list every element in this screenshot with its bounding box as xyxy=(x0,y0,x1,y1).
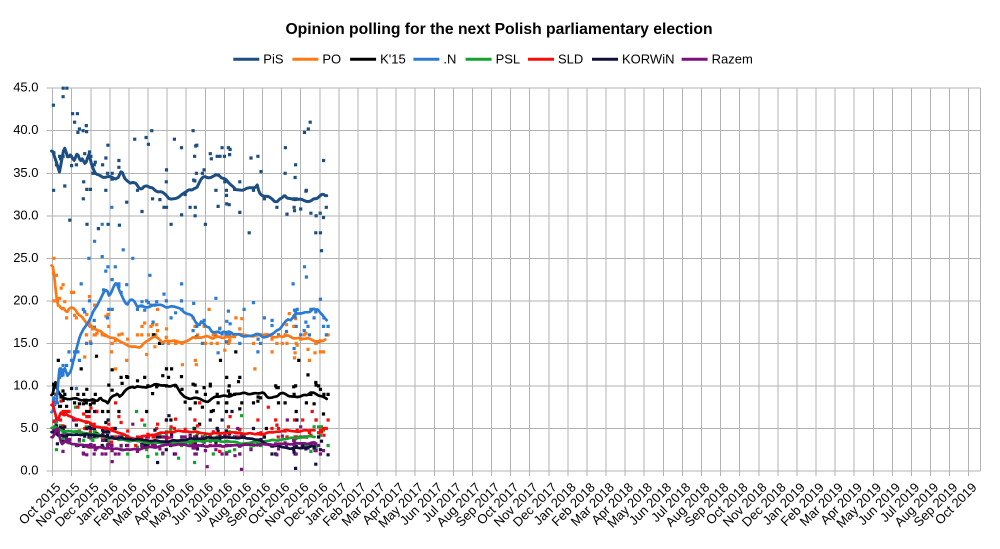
svg-text:Razem: Razem xyxy=(712,51,753,66)
svg-text:10.0: 10.0 xyxy=(13,377,38,392)
svg-text:25.0: 25.0 xyxy=(13,250,38,265)
svg-text:PO: PO xyxy=(322,51,341,66)
svg-text:.N: .N xyxy=(443,51,456,66)
svg-text:KORWiN: KORWiN xyxy=(622,51,674,66)
svg-text:35.0: 35.0 xyxy=(13,165,38,180)
svg-text:45.0: 45.0 xyxy=(13,80,38,95)
svg-text:20.0: 20.0 xyxy=(13,292,38,307)
svg-text:K'15: K'15 xyxy=(380,51,406,66)
svg-text:40.0: 40.0 xyxy=(13,122,38,137)
svg-text:15.0: 15.0 xyxy=(13,335,38,350)
svg-text:30.0: 30.0 xyxy=(13,207,38,222)
svg-text:5.0: 5.0 xyxy=(20,420,38,435)
svg-text:PiS: PiS xyxy=(263,51,284,66)
svg-text:SLD: SLD xyxy=(558,51,583,66)
svg-text:0.0: 0.0 xyxy=(20,463,38,478)
svg-text:Opinion polling for the next P: Opinion polling for the next Polish parl… xyxy=(285,21,712,38)
svg-text:PSL: PSL xyxy=(496,51,521,66)
